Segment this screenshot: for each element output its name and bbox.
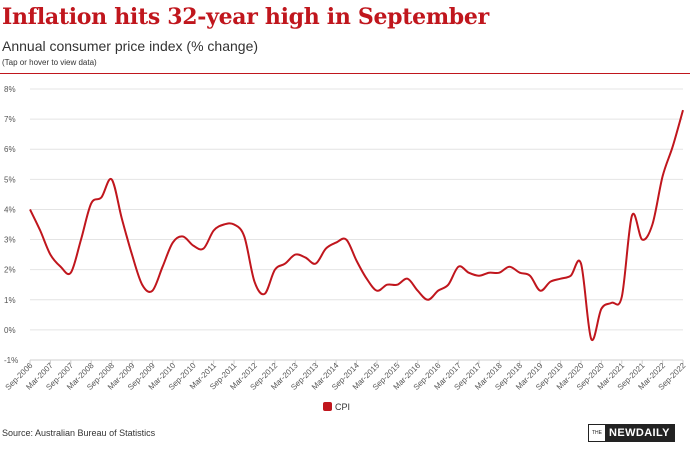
data-point[interactable] <box>27 206 33 212</box>
data-point[interactable] <box>190 243 196 249</box>
data-point[interactable] <box>302 255 308 261</box>
y-tick-label: 4% <box>4 205 16 214</box>
data-point[interactable] <box>129 252 135 258</box>
data-point[interactable] <box>231 222 237 228</box>
data-point[interactable] <box>374 288 380 294</box>
data-point[interactable] <box>58 264 64 270</box>
data-point[interactable] <box>456 264 462 270</box>
data-point[interactable] <box>282 261 288 267</box>
y-tick-label: 6% <box>4 145 16 154</box>
data-point[interactable] <box>272 267 278 273</box>
data-point[interactable] <box>200 246 206 252</box>
data-point[interactable] <box>466 270 472 276</box>
data-point[interactable] <box>47 252 53 258</box>
logo-name: NEWDAILY <box>605 425 674 441</box>
data-point[interactable] <box>680 107 686 113</box>
data-point[interactable] <box>251 279 257 285</box>
data-point[interactable] <box>660 173 666 179</box>
source-note: Source: Australian Bureau of Statistics <box>2 428 156 438</box>
data-point[interactable] <box>139 282 145 288</box>
data-point[interactable] <box>170 240 176 246</box>
gridlines <box>30 88 683 361</box>
data-point[interactable] <box>507 264 513 270</box>
data-point[interactable] <box>364 276 370 282</box>
data-point[interactable] <box>313 261 319 267</box>
y-tick-label: 7% <box>4 115 16 124</box>
data-point[interactable] <box>98 194 104 200</box>
data-point[interactable] <box>496 270 502 276</box>
data-point[interactable] <box>517 270 523 276</box>
line-chart[interactable]: -1% 0% 1% 2% 3% 4% 5% 6% 7% 8% Sep-2006Mar-2007Se… <box>0 74 690 424</box>
data-point[interactable] <box>435 288 441 294</box>
chart-subtitle: Annual consumer price index (% change) <box>2 38 259 54</box>
header-divider <box>0 73 690 74</box>
y-tick-label: -1% <box>4 356 18 365</box>
data-point[interactable] <box>619 294 625 300</box>
hover-hint: (Tap or hover to view data) <box>2 58 97 67</box>
data-point[interactable] <box>343 237 349 243</box>
data-point[interactable] <box>333 240 339 246</box>
newdaily-logo[interactable]: THE NEWDAILY <box>588 424 675 442</box>
data-point[interactable] <box>262 291 268 297</box>
data-point[interactable] <box>609 300 615 306</box>
data-point[interactable] <box>384 282 390 288</box>
y-tick-label: 1% <box>4 296 16 305</box>
data-point[interactable] <box>425 297 431 303</box>
y-tick-label: 3% <box>4 236 16 245</box>
data-point[interactable] <box>221 222 227 228</box>
x-axis-ticks: Sep-2006Mar-2007Sep-2007Mar-2008Sep-2008… <box>4 360 688 392</box>
data-point[interactable] <box>649 222 655 228</box>
data-point[interactable] <box>394 282 400 288</box>
series-line-cpi[interactable] <box>29 109 684 342</box>
data-point[interactable] <box>180 234 186 240</box>
legend-swatch-cpi[interactable] <box>323 402 332 411</box>
data-point[interactable] <box>241 234 247 240</box>
data-point[interactable] <box>670 143 676 149</box>
logo-prefix: THE <box>589 425 605 441</box>
chart-title: Inflation hits 32-year high in September <box>2 4 489 30</box>
data-point[interactable] <box>558 276 564 282</box>
legend-label-cpi: CPI <box>335 402 350 412</box>
data-point[interactable] <box>639 237 645 243</box>
series-lines[interactable] <box>27 107 686 342</box>
data-point[interactable] <box>354 258 360 264</box>
data-point[interactable] <box>486 270 492 276</box>
data-point[interactable] <box>160 264 166 270</box>
data-point[interactable] <box>568 273 574 279</box>
data-point[interactable] <box>527 273 533 279</box>
data-point[interactable] <box>109 176 115 182</box>
y-axis-ticks: -1% 0% 1% 2% 3% 4% 5% 6% 7% 8% <box>4 85 18 365</box>
y-tick-label: 8% <box>4 85 16 94</box>
data-point[interactable] <box>68 270 74 276</box>
data-point[interactable] <box>119 215 125 221</box>
data-point[interactable] <box>476 273 482 279</box>
data-point[interactable] <box>445 282 451 288</box>
data-point[interactable] <box>415 288 421 294</box>
y-tick-label: 0% <box>4 326 16 335</box>
data-point[interactable] <box>149 288 155 294</box>
data-point[interactable] <box>588 336 594 342</box>
data-point[interactable] <box>629 212 635 218</box>
data-point[interactable] <box>78 237 84 243</box>
y-tick-label: 2% <box>4 266 16 275</box>
data-point[interactable] <box>292 252 298 258</box>
legend[interactable]: CPI <box>323 402 350 412</box>
data-point[interactable] <box>405 276 411 282</box>
data-point[interactable] <box>598 306 604 312</box>
data-point[interactable] <box>88 200 94 206</box>
data-point[interactable] <box>211 228 217 234</box>
data-point[interactable] <box>578 261 584 267</box>
data-point[interactable] <box>547 279 553 285</box>
data-point[interactable] <box>37 228 43 234</box>
data-point[interactable] <box>323 246 329 252</box>
data-point[interactable] <box>537 288 543 294</box>
y-tick-label: 5% <box>4 175 16 184</box>
